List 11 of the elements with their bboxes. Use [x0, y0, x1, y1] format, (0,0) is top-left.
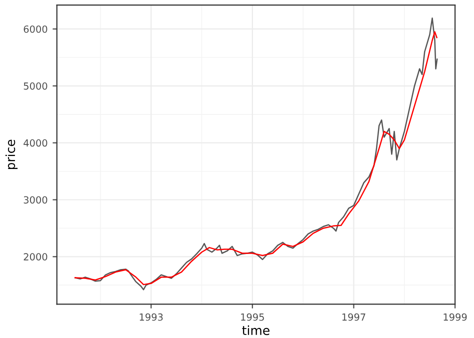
y-tick-label: 4000	[24, 139, 48, 147]
y-tick-label: 3000	[24, 196, 48, 204]
x-tick-label: 1993	[140, 313, 163, 321]
x-tick-label: 1997	[342, 313, 366, 321]
y-tick-label: 5000	[24, 82, 48, 90]
x-tick-label: 1999	[444, 313, 467, 321]
x-tick-label: 1995	[241, 313, 264, 321]
x-axis-title: time	[242, 325, 270, 336]
y-tick-label: 6000	[24, 25, 48, 33]
y-tick-label: 2000	[24, 253, 48, 260]
y-axis-title: price	[5, 140, 18, 170]
